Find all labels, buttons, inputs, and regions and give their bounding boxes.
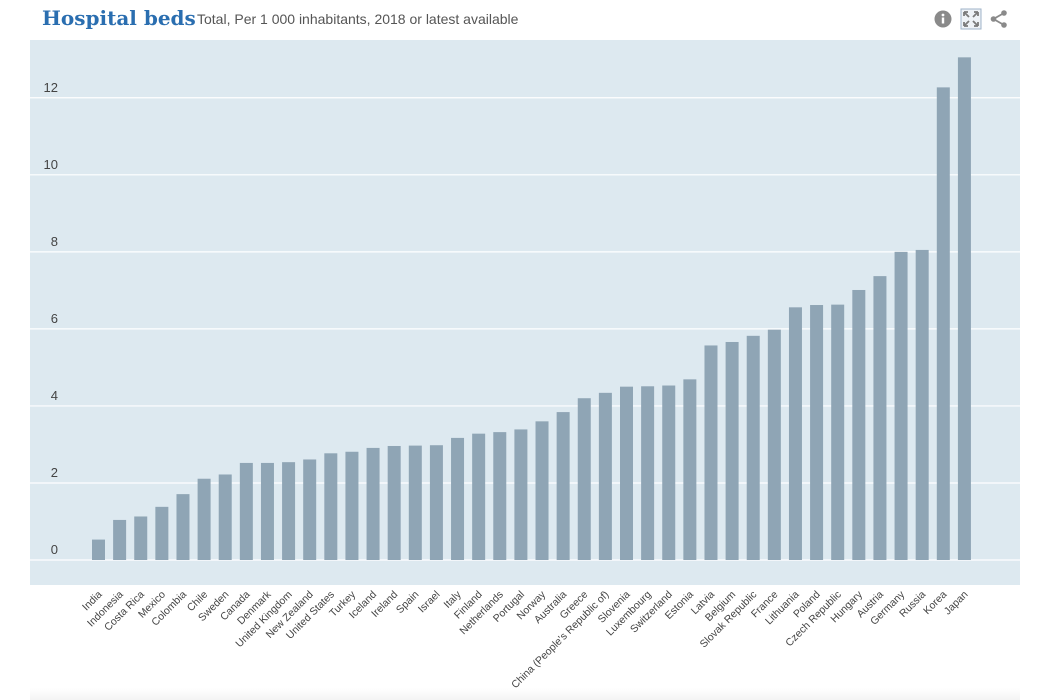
bar[interactable] xyxy=(429,445,443,560)
bar[interactable] xyxy=(493,432,507,560)
chart-header: Hospital beds Total, Per 1 000 inhabitan… xyxy=(42,4,1012,34)
x-tick-label: Israel xyxy=(416,589,443,616)
share-icon[interactable] xyxy=(988,8,1010,30)
bar[interactable] xyxy=(197,478,211,560)
bar[interactable] xyxy=(155,506,169,560)
bar[interactable] xyxy=(345,451,359,560)
bar[interactable] xyxy=(725,341,739,560)
bar[interactable] xyxy=(957,57,971,560)
x-tick-label: Spain xyxy=(394,589,422,617)
bar[interactable] xyxy=(894,251,908,560)
bar[interactable] xyxy=(324,453,338,560)
chart-subtitle: Total, Per 1 000 inhabitants, 2018 or la… xyxy=(197,11,519,27)
bar[interactable] xyxy=(662,385,676,560)
bar[interactable] xyxy=(641,386,655,560)
bar[interactable] xyxy=(831,304,845,560)
bar[interactable] xyxy=(788,307,802,560)
bar[interactable] xyxy=(303,459,317,560)
bar[interactable] xyxy=(113,519,127,560)
bar[interactable] xyxy=(852,289,866,560)
fullscreen-icon[interactable] xyxy=(960,8,982,30)
bar[interactable] xyxy=(472,433,486,560)
y-tick-label: 8 xyxy=(51,234,58,249)
y-tick-label: 12 xyxy=(44,80,58,95)
bar[interactable] xyxy=(915,249,929,561)
bar[interactable] xyxy=(218,474,232,560)
bar[interactable] xyxy=(598,392,612,560)
bar[interactable] xyxy=(451,437,465,560)
bottom-fade xyxy=(30,688,1020,700)
bar[interactable] xyxy=(704,345,718,560)
bar[interactable] xyxy=(134,516,148,560)
y-tick-label: 6 xyxy=(51,311,58,326)
info-icon[interactable] xyxy=(932,8,954,30)
chart-title: Hospital beds xyxy=(42,6,196,30)
bar[interactable] xyxy=(767,329,781,560)
bar[interactable] xyxy=(683,379,697,560)
bar[interactable] xyxy=(92,539,105,560)
bar[interactable] xyxy=(514,429,528,560)
bar[interactable] xyxy=(260,462,274,560)
bar[interactable] xyxy=(936,87,950,560)
bar[interactable] xyxy=(282,462,296,560)
y-tick-label: 2 xyxy=(51,465,58,480)
bar[interactable] xyxy=(746,335,760,560)
y-tick-label: 10 xyxy=(44,157,58,172)
bar[interactable] xyxy=(239,462,253,560)
bar[interactable] xyxy=(556,412,570,560)
bar[interactable] xyxy=(387,445,401,560)
x-tick-label: Japan xyxy=(942,589,971,618)
bar[interactable] xyxy=(810,305,824,560)
bar[interactable] xyxy=(366,447,380,560)
chart-toolbar xyxy=(932,8,1012,32)
y-tick-label: 0 xyxy=(51,542,58,557)
y-tick-label: 4 xyxy=(51,388,58,403)
bar[interactable] xyxy=(408,445,422,560)
bar[interactable] xyxy=(620,386,633,560)
bar[interactable] xyxy=(873,276,887,560)
bar[interactable] xyxy=(176,494,190,560)
bar[interactable] xyxy=(535,421,549,560)
bar[interactable] xyxy=(577,398,591,560)
